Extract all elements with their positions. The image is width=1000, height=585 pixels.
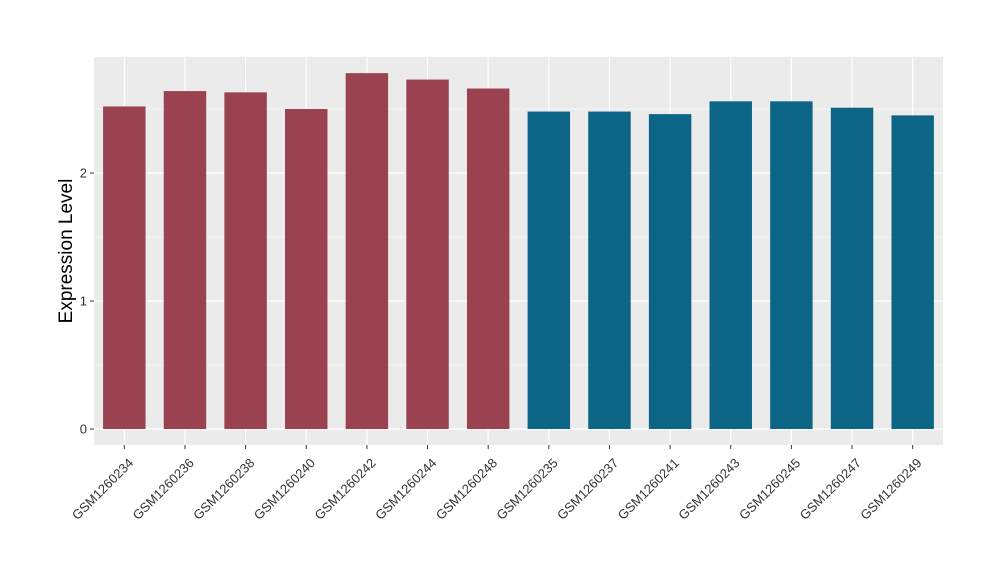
y-tick-label: 2 — [80, 166, 87, 181]
bar-gsm1260234 — [103, 106, 146, 429]
bar-gsm1260240 — [285, 109, 328, 429]
x-tick-label: GSM1260237 — [554, 455, 621, 522]
bar-gsm1260237 — [588, 111, 631, 429]
x-axis: GSM1260234GSM1260236GSM1260238GSM1260240… — [69, 445, 925, 523]
x-tick-label: GSM1260241 — [615, 455, 682, 522]
x-tick-label: GSM1260244 — [372, 455, 439, 522]
x-tick-label: GSM1260243 — [675, 455, 742, 522]
x-tick-label: GSM1260245 — [736, 455, 803, 522]
x-tick-label: GSM1260236 — [130, 455, 197, 522]
y-tick-label: 1 — [80, 294, 87, 309]
x-tick-label: GSM1260247 — [797, 455, 864, 522]
panel-background — [94, 57, 943, 445]
bar-gsm1260238 — [224, 92, 267, 430]
bar-gsm1260241 — [648, 114, 692, 430]
bar-gsm1260236 — [163, 91, 207, 429]
bar-gsm1260245 — [770, 101, 813, 429]
y-tick-label: 0 — [80, 422, 87, 437]
x-tick-label: GSM1260248 — [433, 455, 500, 522]
bar-gsm1260247 — [830, 107, 874, 429]
y-axis-title: Expression Level — [56, 179, 77, 324]
x-tick-label: GSM1260235 — [493, 455, 560, 522]
y-axis: 0 1 2 — [80, 166, 94, 437]
x-tick-label: GSM1260234 — [69, 455, 136, 522]
x-tick-label: GSM1260242 — [311, 455, 378, 522]
bars-group — [103, 73, 934, 430]
x-tick-label: GSM1260238 — [190, 455, 257, 522]
bar-gsm1260235 — [527, 111, 571, 429]
bar-gsm1260249 — [891, 115, 934, 430]
bar-gsm1260248 — [466, 88, 510, 430]
bar-gsm1260244 — [406, 79, 449, 429]
x-tick-label: GSM1260240 — [251, 455, 318, 522]
bar-gsm1260242 — [345, 73, 389, 429]
x-tick-label: GSM1260249 — [857, 455, 924, 522]
bar-gsm1260243 — [709, 101, 752, 429]
